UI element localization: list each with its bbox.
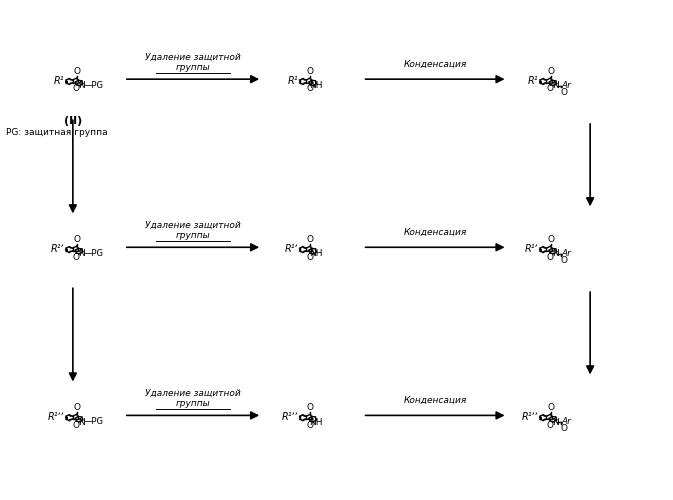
Text: O: O <box>73 252 79 262</box>
Text: O: O <box>306 84 314 94</box>
Text: Удаление защитной: Удаление защитной <box>145 221 241 230</box>
Text: N: N <box>553 82 559 90</box>
Text: —PG: —PG <box>83 418 104 426</box>
Text: PG: защитная группа: PG: защитная группа <box>6 128 108 137</box>
Text: N: N <box>553 418 559 426</box>
Text: Ar: Ar <box>561 250 571 258</box>
Text: Удаление защитной: Удаление защитной <box>145 53 241 62</box>
Text: N: N <box>553 250 559 258</box>
Text: O: O <box>547 66 554 76</box>
Text: R¹ʼʼ: R¹ʼʼ <box>48 412 65 422</box>
Text: O: O <box>306 252 314 262</box>
Text: R¹: R¹ <box>54 76 65 86</box>
Text: Конденсация: Конденсация <box>403 60 466 68</box>
Text: Ar: Ar <box>561 81 571 90</box>
Text: (II): (II) <box>64 116 82 126</box>
Text: O: O <box>547 403 554 412</box>
Text: O: O <box>546 84 554 94</box>
Text: O: O <box>546 252 554 262</box>
Text: группы: группы <box>176 231 211 240</box>
Text: O: O <box>561 424 568 433</box>
Text: O: O <box>73 66 80 76</box>
Text: —PG: —PG <box>83 81 104 90</box>
Text: R¹: R¹ <box>287 76 298 86</box>
Text: O: O <box>73 420 79 430</box>
Text: O: O <box>561 256 568 265</box>
Text: O: O <box>73 234 80 244</box>
Text: R¹ʼ: R¹ʼ <box>525 244 538 254</box>
Text: Удаление защитной: Удаление защитной <box>145 389 241 398</box>
Text: Конденсация: Конденсация <box>403 396 466 404</box>
Text: N: N <box>79 418 85 426</box>
Text: Конденсация: Конденсация <box>403 228 466 236</box>
Text: O: O <box>546 420 554 430</box>
Text: группы: группы <box>176 63 211 72</box>
Text: R¹: R¹ <box>528 76 538 86</box>
Text: —PG: —PG <box>83 250 104 258</box>
Text: O: O <box>307 403 314 412</box>
Text: R¹ʼ: R¹ʼ <box>285 244 298 254</box>
Text: R¹ʼʼ: R¹ʼʼ <box>281 412 298 422</box>
Text: NH: NH <box>309 250 322 258</box>
Text: O: O <box>73 403 80 412</box>
Text: Ar: Ar <box>561 418 571 426</box>
Text: O: O <box>307 234 314 244</box>
Text: группы: группы <box>176 399 211 408</box>
Text: O: O <box>73 84 79 94</box>
Text: O: O <box>306 420 314 430</box>
Text: NH: NH <box>309 82 322 90</box>
Text: R¹ʼ: R¹ʼ <box>51 244 65 254</box>
Text: O: O <box>547 234 554 244</box>
Text: N: N <box>79 250 85 258</box>
Text: O: O <box>561 88 568 97</box>
Text: R¹ʼʼ: R¹ʼʼ <box>522 412 538 422</box>
Text: O: O <box>307 66 314 76</box>
Text: NH: NH <box>309 418 322 426</box>
Text: N: N <box>79 82 85 90</box>
